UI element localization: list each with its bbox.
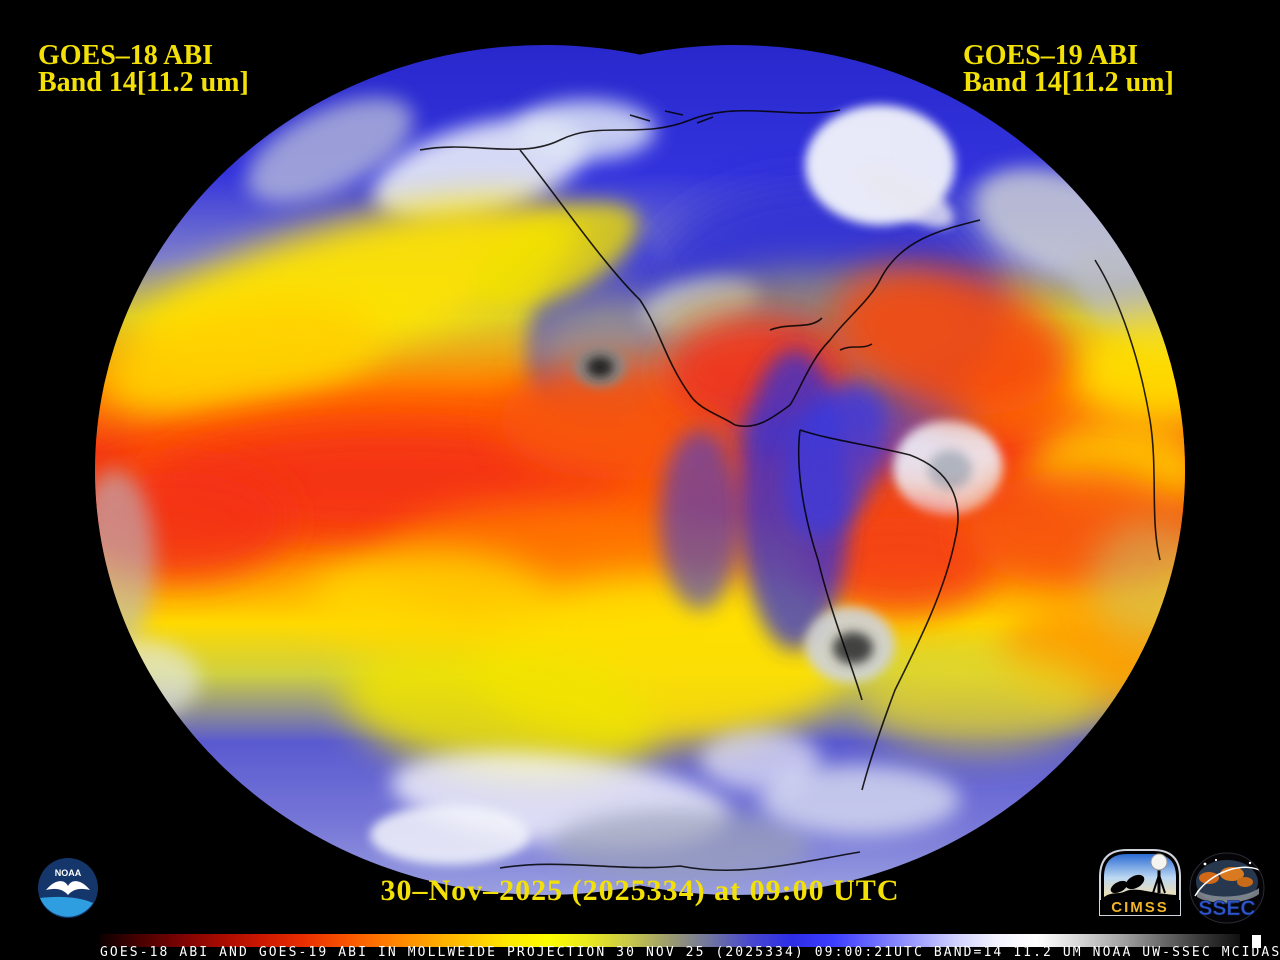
header-goes19: GOES–19 ABI Band 14[11.2 um]	[963, 40, 1174, 98]
goes18-title: GOES–18 ABI	[38, 40, 214, 71]
goes19-title: GOES–19 ABI	[963, 40, 1139, 71]
goes19-band: Band 14[11.2 um]	[963, 67, 1174, 98]
coastlines-overlay	[419, 109, 1161, 872]
imagery-blobs	[95, 97, 1185, 880]
goes18-band: Band 14[11.2 um]	[38, 67, 249, 98]
header-goes18: GOES–18 ABI Band 14[11.2 um]	[38, 40, 249, 98]
footer-caption: GOES-18 ABI AND GOES-19 ABI IN MOLLWEIDE…	[100, 945, 1280, 960]
colorbar-end-marker	[1252, 935, 1261, 948]
cimss-logo-text: CIMSS	[1111, 899, 1169, 916]
ssec-logo: SSEC	[1189, 852, 1265, 924]
temperature-colorbar	[100, 934, 1240, 947]
noaa-logo-text: NOAA	[55, 868, 82, 878]
timestamp-label: 30–Nov–2025 (2025334) at 09:00 UTC	[380, 874, 900, 907]
noaa-logo: NOAA	[38, 858, 98, 918]
ssec-logo-text: SSEC	[1198, 897, 1255, 920]
cimss-logo: CIMSS	[1099, 849, 1181, 916]
